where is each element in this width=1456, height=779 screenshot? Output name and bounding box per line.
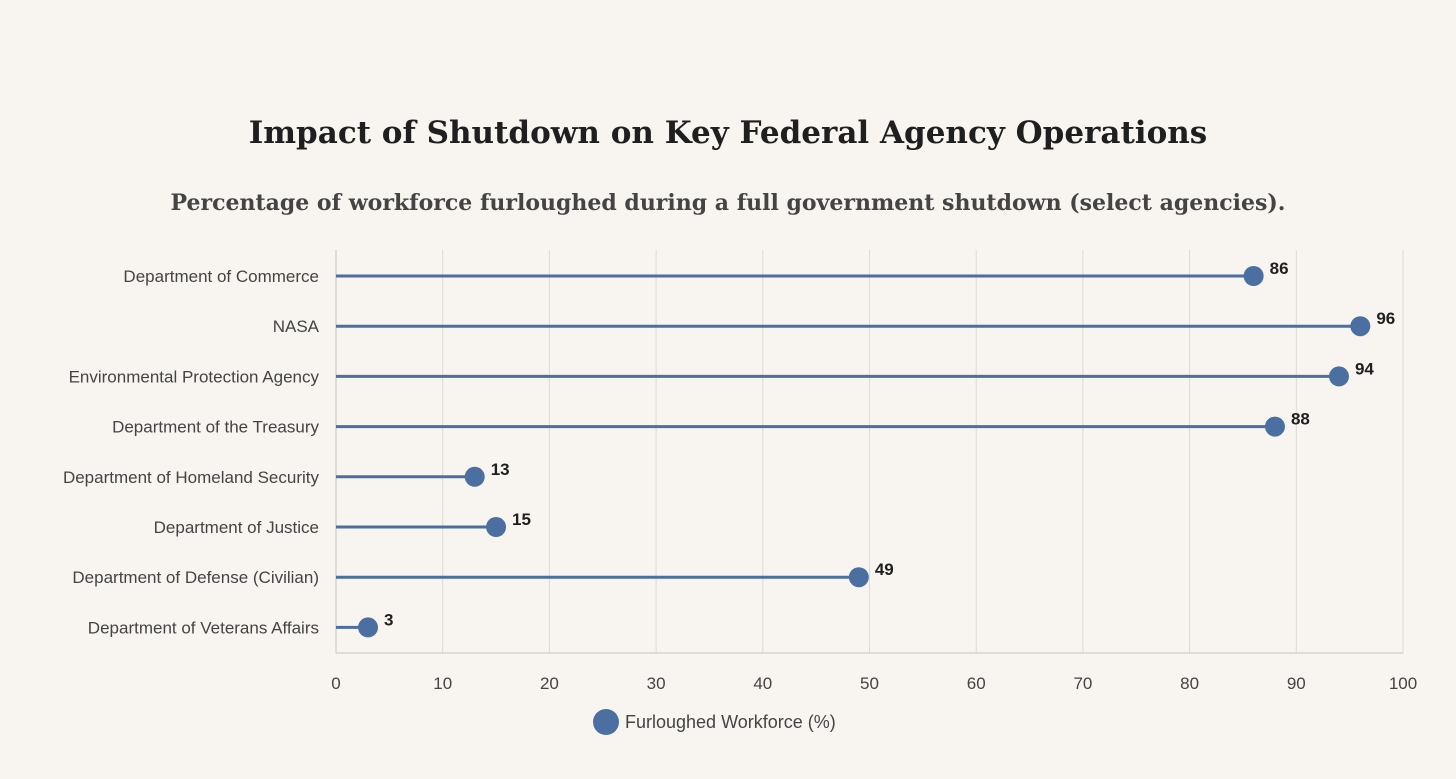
y-category-label-nasa: NASA xyxy=(273,317,320,336)
x-tick-label-50: 50 xyxy=(860,674,879,693)
legend[interactable]: Furloughed Workforce (%) xyxy=(593,709,836,735)
x-tick-label-80: 80 xyxy=(1180,674,1199,693)
lollipop-point-department-of-justice[interactable] xyxy=(486,517,507,537)
lollipop-point-department-of-homeland-security[interactable] xyxy=(464,466,485,487)
x-tick-label-20: 20 xyxy=(540,674,559,693)
y-category-label-department-of-commerce: Department of Commerce xyxy=(123,267,319,286)
value-label-department-of-commerce: 86 xyxy=(1270,259,1289,278)
x-tick-label-90: 90 xyxy=(1287,674,1306,693)
grid-lines xyxy=(442,250,1404,653)
y-category-label-department-of-veterans-affairs: Department of Veterans Affairs xyxy=(88,618,319,637)
legend-marker xyxy=(593,709,619,735)
x-tick-label-60: 60 xyxy=(967,674,986,693)
lollipop-point-department-of-veterans-affairs[interactable] xyxy=(358,617,379,638)
y-category-label-department-of-homeland-security: Department of Homeland Security xyxy=(63,468,320,487)
value-label-department-of-veterans-affairs: 3 xyxy=(384,610,393,629)
legend-label: Furloughed Workforce (%) xyxy=(625,712,836,732)
y-category-label-department-of-justice: Department of Justice xyxy=(154,518,319,537)
lollipop-point-nasa[interactable] xyxy=(1350,316,1371,337)
x-tick-label-40: 40 xyxy=(753,674,772,693)
data-marks: 86 96 94 88 13 15 49 3 xyxy=(336,259,1395,638)
value-label-department-of-defense-civilian: 49 xyxy=(875,560,894,579)
value-label-department-of-justice: 15 xyxy=(512,510,531,529)
value-label-department-of-homeland-security: 13 xyxy=(491,460,510,479)
lollipop-point-department-of-the-treasury[interactable] xyxy=(1264,416,1285,437)
y-category-label-environmental-protection-agency: Environmental Protection Agency xyxy=(69,367,320,386)
axes: 0 10 20 30 40 50 60 70 80 90 100 Department of Comm… xyxy=(63,250,1417,693)
value-label-department-of-the-treasury: 88 xyxy=(1291,410,1310,429)
x-tick-label-100: 100 xyxy=(1389,674,1417,693)
x-tick-label-30: 30 xyxy=(647,674,666,693)
lollipop-point-department-of-defense-civilian[interactable] xyxy=(848,567,869,588)
chart-title: Impact of Shutdown on Key Federal Agency… xyxy=(249,115,1208,151)
chart-subtitle: Percentage of workforce furloughed durin… xyxy=(171,190,1286,216)
x-tick-label-0: 0 xyxy=(331,674,340,693)
lollipop-point-environmental-protection-agency[interactable] xyxy=(1328,366,1349,387)
value-label-nasa: 96 xyxy=(1376,309,1395,328)
x-tick-label-10: 10 xyxy=(433,674,452,693)
lollipop-point-department-of-commerce[interactable] xyxy=(1243,266,1264,286)
y-category-label-department-of-the-treasury: Department of the Treasury xyxy=(112,418,319,437)
x-tick-label-70: 70 xyxy=(1073,674,1092,693)
y-category-label-department-of-defense-civilian: Department of Defense (Civilian) xyxy=(72,568,319,587)
value-label-environmental-protection-agency: 94 xyxy=(1355,359,1374,378)
